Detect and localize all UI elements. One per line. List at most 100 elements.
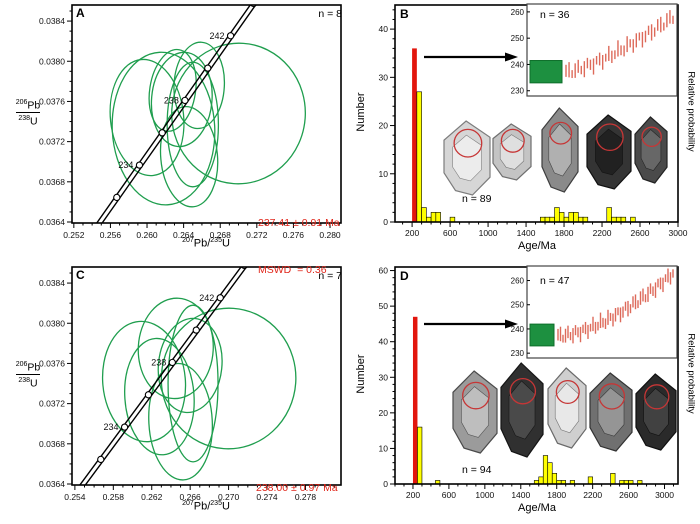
analysis-spot-circle — [644, 384, 670, 410]
x-tick-label: 200 — [405, 228, 419, 238]
x-tick-label: 0.256 — [100, 230, 122, 240]
y-tick-label: 0.0368 — [39, 177, 65, 187]
x-tick-label: 0.276 — [283, 230, 305, 240]
weighted-mean-green-box — [529, 323, 555, 347]
concordia-line — [95, 5, 252, 223]
panel-d-age-histogram: 200 600 1000 1400 1800 2200 2600 3000 0 10 20 30 40 5… — [379, 265, 679, 500]
panel-b-inset-n-count: n = 36 — [540, 9, 570, 21]
x-tick-label: 0.262 — [141, 492, 163, 502]
y-tick-label: 0.0384 — [39, 278, 65, 288]
x-tick-label: 600 — [443, 228, 457, 238]
inset-y-tick-label: 230 — [511, 87, 525, 96]
concordia-error-ellipse — [171, 42, 306, 185]
histogram-bar — [558, 212, 565, 223]
concordia-age-marker — [158, 129, 166, 137]
concordia-band — [91, 5, 257, 233]
zircon-zoning — [643, 387, 669, 436]
analysis-spot-circle — [641, 126, 662, 148]
weighted-mean-green-box — [529, 60, 563, 84]
panel-b-x-axis-label: Age/Ma — [518, 240, 556, 252]
panel-c-age-result: 238.00 ± 0.97 Ma — [256, 482, 338, 494]
x-tick-label: 200 — [406, 490, 420, 500]
x-tick-label: 1400 — [517, 228, 536, 238]
y-tick-label: 40 — [379, 337, 389, 347]
y-tick-label: 0.0372 — [39, 137, 65, 147]
panel-a-x-axis-label: 207Pb/235U — [182, 237, 230, 250]
y-tick-label: 0.0380 — [39, 56, 65, 66]
y-tick-label: 30 — [379, 72, 389, 82]
concordia-age-label: 242 — [199, 293, 214, 303]
x-tick-label: 1800 — [555, 228, 574, 238]
panel-d-x-axis-label: Age/Ma — [518, 502, 556, 514]
x-tick-label: 2600 — [619, 490, 638, 500]
concordia-age-label: 234 — [104, 422, 119, 432]
concordia-age-marker — [91, 227, 97, 233]
histogram-bar — [547, 462, 553, 485]
concordia-age-marker — [113, 193, 121, 202]
panel-c-y-axis-label: 206Pb 238U — [4, 359, 52, 389]
zircon-zoning — [452, 134, 482, 182]
zircon-zoning — [595, 128, 623, 176]
histogram-bar — [417, 426, 423, 485]
concordia-error-ellipse — [173, 41, 226, 130]
panel-a-y-axis-label: 206Pb 238U — [4, 97, 52, 127]
weighted-mean-inset: 230 240 250 260 — [511, 3, 678, 97]
analysis-spot-circle — [509, 377, 537, 405]
x-tick-label: 0.254 — [64, 492, 86, 502]
zircon-zoning — [597, 387, 625, 437]
concordia-error-ellipse — [160, 307, 297, 450]
inset-y-tick-label: 250 — [511, 301, 525, 310]
x-tick-label: 1400 — [511, 490, 530, 500]
concordia-age-marker — [181, 96, 189, 105]
concordia-error-ellipse — [148, 362, 214, 481]
panel-a-age-stats: 237.41 ± 0.91 Ma MSWD = 0.36 — [258, 185, 340, 309]
analysis-spot-circle — [549, 121, 573, 145]
panel-b-letter: B — [400, 7, 409, 21]
x-tick-label: 0.260 — [136, 230, 158, 240]
concordia-error-ellipse — [101, 320, 187, 443]
inset-y-tick-label: 230 — [511, 349, 525, 358]
zircon-zoning — [461, 386, 489, 438]
histogram-bar — [412, 316, 418, 484]
isotope-denominator: 238U — [16, 373, 40, 389]
y-tick-label: 0.0376 — [39, 96, 65, 106]
concordia-age-marker — [144, 391, 153, 399]
concordia-age-marker — [226, 32, 235, 40]
histogram-bar — [554, 207, 560, 223]
x-tick-label: 0.274 — [256, 492, 278, 502]
plot-frame — [71, 266, 342, 486]
concordia-line — [101, 5, 257, 223]
analysis-spot-circle — [453, 128, 483, 158]
histogram-bar — [542, 455, 549, 485]
concordia-error-ellipse — [111, 51, 216, 206]
concordia-age-marker — [204, 64, 212, 72]
zircon-images — [443, 107, 668, 196]
panel-b-n-count: n = 89 — [462, 193, 492, 205]
concordia-error-ellipse — [124, 337, 195, 456]
histogram-bar — [430, 212, 437, 223]
panel-a-mswd: MSWD = 0.36 — [258, 263, 327, 276]
histogram-bar — [416, 91, 422, 223]
histogram-bar — [421, 207, 427, 223]
panel-b-right-axis-label: Relative probability — [685, 71, 697, 152]
y-tick-label: 10 — [379, 443, 389, 453]
histogram-bar — [606, 207, 612, 223]
analysis-spot-circle — [462, 381, 490, 410]
axis-ticks — [67, 10, 340, 228]
panel-a-letter: A — [76, 6, 85, 20]
y-tick-label: 0 — [383, 479, 388, 489]
x-tick-label: 0.268 — [210, 230, 232, 240]
concordia-age-label: 234 — [118, 160, 133, 170]
inset-y-tick-label: 250 — [511, 34, 525, 43]
zircon-zoning — [548, 123, 572, 177]
concordia-error-ellipse — [109, 58, 185, 177]
axis-ticks — [67, 272, 335, 490]
panel-d-inset-n-count: n = 47 — [540, 275, 570, 287]
y-tick-label: 0.0380 — [39, 318, 65, 328]
concordia-age-label: 238 — [151, 357, 166, 367]
concordia-error-ellipse — [137, 297, 214, 400]
panel-b-y-axis-label: Number — [355, 92, 367, 132]
panel-c-x-axis-label: 207Pb/235U — [182, 500, 230, 513]
concordia-age-marker — [120, 423, 129, 431]
concordia-band — [78, 267, 248, 485]
